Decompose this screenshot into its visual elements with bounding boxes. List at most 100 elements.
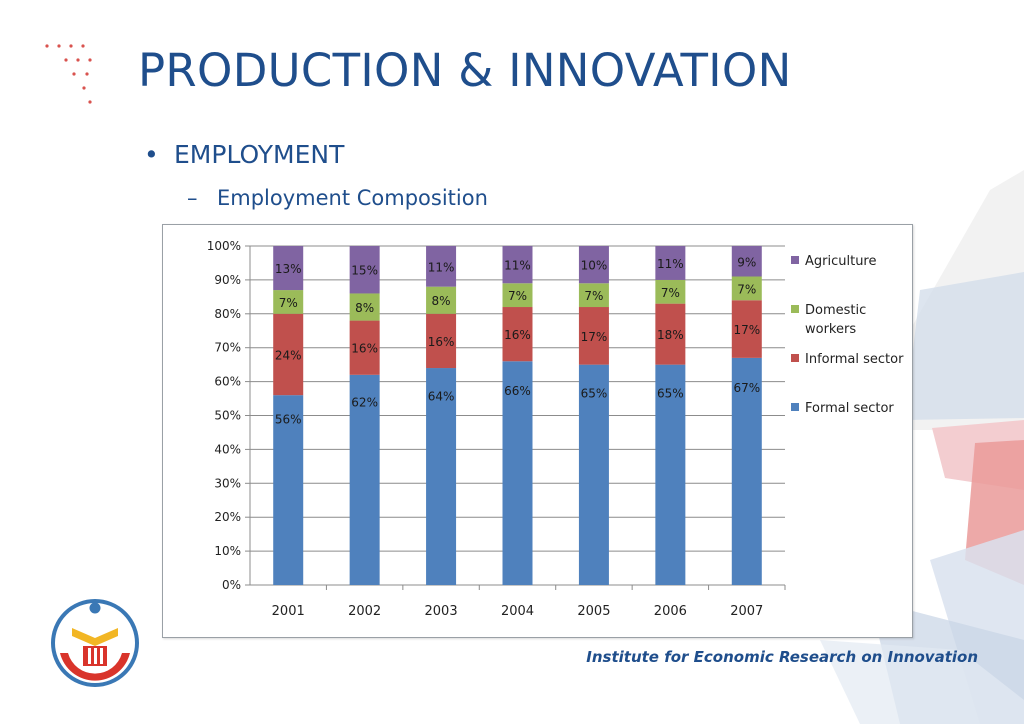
data-label: 7% <box>661 286 680 300</box>
bar-segment <box>578 364 609 585</box>
legend-label: Formal sector <box>805 401 894 416</box>
bar-segment <box>273 246 304 291</box>
bar-segment <box>349 293 380 321</box>
logo-book-right <box>95 628 118 646</box>
legend-swatch <box>791 305 799 313</box>
bar-segment <box>578 246 609 284</box>
y-tick-label: 10% <box>214 544 241 558</box>
data-label: 64% <box>428 390 455 404</box>
dot-ornament <box>45 44 92 104</box>
bar-segment <box>426 313 457 369</box>
bullet-employment: • EMPLOYMENT <box>144 140 344 169</box>
footer-institute-name: Institute for Economic Research on Innov… <box>586 648 978 666</box>
data-label: 66% <box>504 384 531 398</box>
data-label: 9% <box>737 255 756 269</box>
y-tick-label: 100% <box>207 239 241 253</box>
x-tick-label: 2007 <box>730 604 763 619</box>
data-label: 24% <box>275 348 302 362</box>
bullet-text: EMPLOYMENT <box>174 140 345 169</box>
y-tick-label: 0% <box>222 578 241 592</box>
data-label: 8% <box>355 301 374 315</box>
data-label: 18% <box>657 328 684 342</box>
bar-segment <box>502 307 533 362</box>
deco-pale-swoosh <box>820 640 1024 724</box>
legend-swatch <box>791 256 799 264</box>
data-label: 56% <box>275 413 302 427</box>
x-tick-label: 2002 <box>348 604 381 619</box>
x-tick-label: 2001 <box>272 604 305 619</box>
subbullet-employment-composition: – Employment Composition <box>187 186 488 210</box>
bar-segment <box>731 246 762 277</box>
data-label: 7% <box>737 282 756 296</box>
legend-swatch <box>791 403 799 411</box>
x-tick-label: 2004 <box>501 604 534 619</box>
bar-segment <box>426 246 457 287</box>
bar-segment <box>426 286 457 314</box>
data-label: 13% <box>275 262 302 276</box>
bar-segment <box>731 300 762 358</box>
logo-head <box>89 602 101 614</box>
data-label: 11% <box>428 260 455 274</box>
deco-blue-panel <box>905 272 1024 420</box>
data-label: 17% <box>581 330 608 344</box>
bar-segment <box>273 290 304 314</box>
bar-segment <box>655 246 686 280</box>
bullet-marker: • <box>144 140 159 169</box>
bar-segment <box>502 246 533 284</box>
x-tick-label: 2006 <box>654 604 687 619</box>
bar-segment <box>349 374 380 585</box>
x-tick-label: 2005 <box>577 604 610 619</box>
data-label: 15% <box>351 264 378 278</box>
chart-container: 0% 10% 20% 30% 40% 50% 60% 70% 80% 90% 100% 2001 56%… <box>162 224 913 638</box>
data-label: 7% <box>584 289 603 303</box>
bar-segment <box>655 364 686 585</box>
y-tick-label: 50% <box>214 409 241 423</box>
data-label: 65% <box>657 387 684 401</box>
legend-swatch <box>791 354 799 362</box>
y-tick-label: 70% <box>214 341 241 355</box>
subbullet-marker: – <box>187 186 198 210</box>
subbullet-text: Employment Composition <box>217 186 488 210</box>
y-tick-label: 30% <box>214 476 241 490</box>
logo-red-arc <box>60 653 130 681</box>
data-label: 16% <box>351 342 378 356</box>
data-label: 17% <box>733 323 760 337</box>
bar-segment <box>502 283 533 308</box>
data-label: 65% <box>581 387 608 401</box>
bar-segment <box>426 368 457 585</box>
legend-label: Agriculture <box>805 254 877 269</box>
legend-label: Informal sector <box>805 352 904 367</box>
stacked-bar-chart: 0% 10% 20% 30% 40% 50% 60% 70% 80% 90% 100% 2001 56%… <box>207 239 904 619</box>
data-label: 10% <box>581 259 608 273</box>
bar-segment <box>578 283 609 308</box>
bar-segment <box>578 307 609 365</box>
legend-label: Domestic <box>805 303 866 318</box>
data-label: 11% <box>504 259 531 273</box>
logo-book-left <box>72 628 95 646</box>
bar-segment <box>273 313 304 396</box>
data-label: 7% <box>279 296 298 310</box>
y-tick-label: 40% <box>214 442 241 456</box>
bar-segment <box>731 276 762 301</box>
y-tick-label: 20% <box>214 510 241 524</box>
data-label: 16% <box>428 335 455 349</box>
bar-segment <box>349 246 380 294</box>
data-label: 7% <box>508 289 527 303</box>
y-tick-label: 90% <box>214 273 241 287</box>
bar-segment <box>349 320 380 375</box>
legend-label: workers <box>805 322 856 337</box>
y-tick-label: 80% <box>214 307 241 321</box>
data-label: 62% <box>351 395 378 409</box>
data-label: 8% <box>432 294 451 308</box>
data-label: 16% <box>504 328 531 342</box>
bar-segment <box>655 303 686 365</box>
y-tick-label: 60% <box>214 375 241 389</box>
page-title: PRODUCTION & INNOVATION <box>138 44 792 97</box>
data-label: 11% <box>657 257 684 271</box>
x-tick-label: 2003 <box>425 604 458 619</box>
bar-segment <box>273 395 304 585</box>
data-label: 67% <box>733 381 760 395</box>
bar-segment <box>655 279 686 304</box>
bar-segment <box>502 361 533 585</box>
